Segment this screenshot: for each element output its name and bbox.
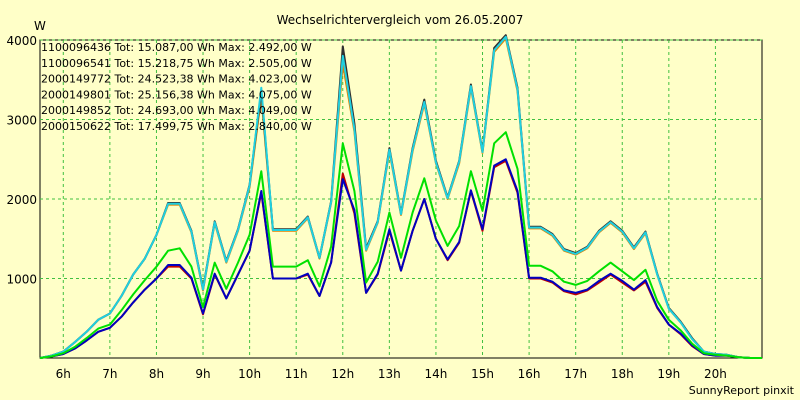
x-tick-label: 18h — [611, 367, 634, 381]
y-tick-label: 1000 — [6, 273, 37, 287]
chart-title: Wechselrichtervergleich vom 26.05.2007 — [277, 13, 524, 27]
series-line-5 — [39, 35, 762, 359]
legend: 1100096436 Tot: 15.087,00 Wh Max: 2.492,… — [41, 41, 312, 133]
y-tick-label: 2000 — [6, 193, 37, 207]
legend-entry: 1100096541 Tot: 15.218,75 Wh Max: 2.505,… — [41, 57, 312, 70]
x-tick-label: 17h — [564, 367, 587, 381]
legend-entry: 1100096436 Tot: 15.087,00 Wh Max: 2.492,… — [41, 41, 312, 54]
x-tick-label: 15h — [471, 367, 494, 381]
series-line-6 — [39, 131, 762, 359]
y-tick-label: 4000 — [6, 34, 37, 48]
legend-entry: 2000150622 Tot: 17.499,75 Wh Max: 2.840,… — [41, 120, 312, 133]
footer-credit: SunnyReport pinxit — [689, 384, 795, 397]
series-lines — [39, 34, 762, 359]
y-axis-unit: W — [34, 19, 46, 33]
series-line-2 — [39, 158, 762, 359]
x-tick-label: 11h — [285, 367, 308, 381]
x-tick-label: 10h — [238, 367, 261, 381]
x-tick-label: 6h — [56, 367, 71, 381]
x-tick-label: 9h — [195, 367, 210, 381]
y-tick-label: 3000 — [6, 114, 37, 128]
x-tick-label: 20h — [704, 367, 727, 381]
legend-entry: 2000149772 Tot: 24.523,38 Wh Max: 4.023,… — [41, 73, 312, 86]
y-axis-labels: 1000 2000 3000 4000 — [6, 34, 37, 287]
x-tick-label: 12h — [331, 367, 354, 381]
x-tick-label: 19h — [657, 367, 680, 381]
x-tick-label: 14h — [424, 367, 447, 381]
x-axis-labels: 6h 7h 8h 9h 10h 11h 12h 13h 14h 15h 16h 17h 18h 19h 20… — [56, 367, 727, 381]
x-tick-label: 7h — [102, 367, 117, 381]
x-tick-label: 13h — [378, 367, 401, 381]
legend-entry: 2000149801 Tot: 25.156,38 Wh Max: 4.075,… — [41, 88, 312, 101]
legend-entry: 2000149852 Tot: 24.693,00 Wh Max: 4.049,… — [41, 104, 312, 117]
x-tick-label: 16h — [518, 367, 541, 381]
x-tick-label: 8h — [149, 367, 164, 381]
